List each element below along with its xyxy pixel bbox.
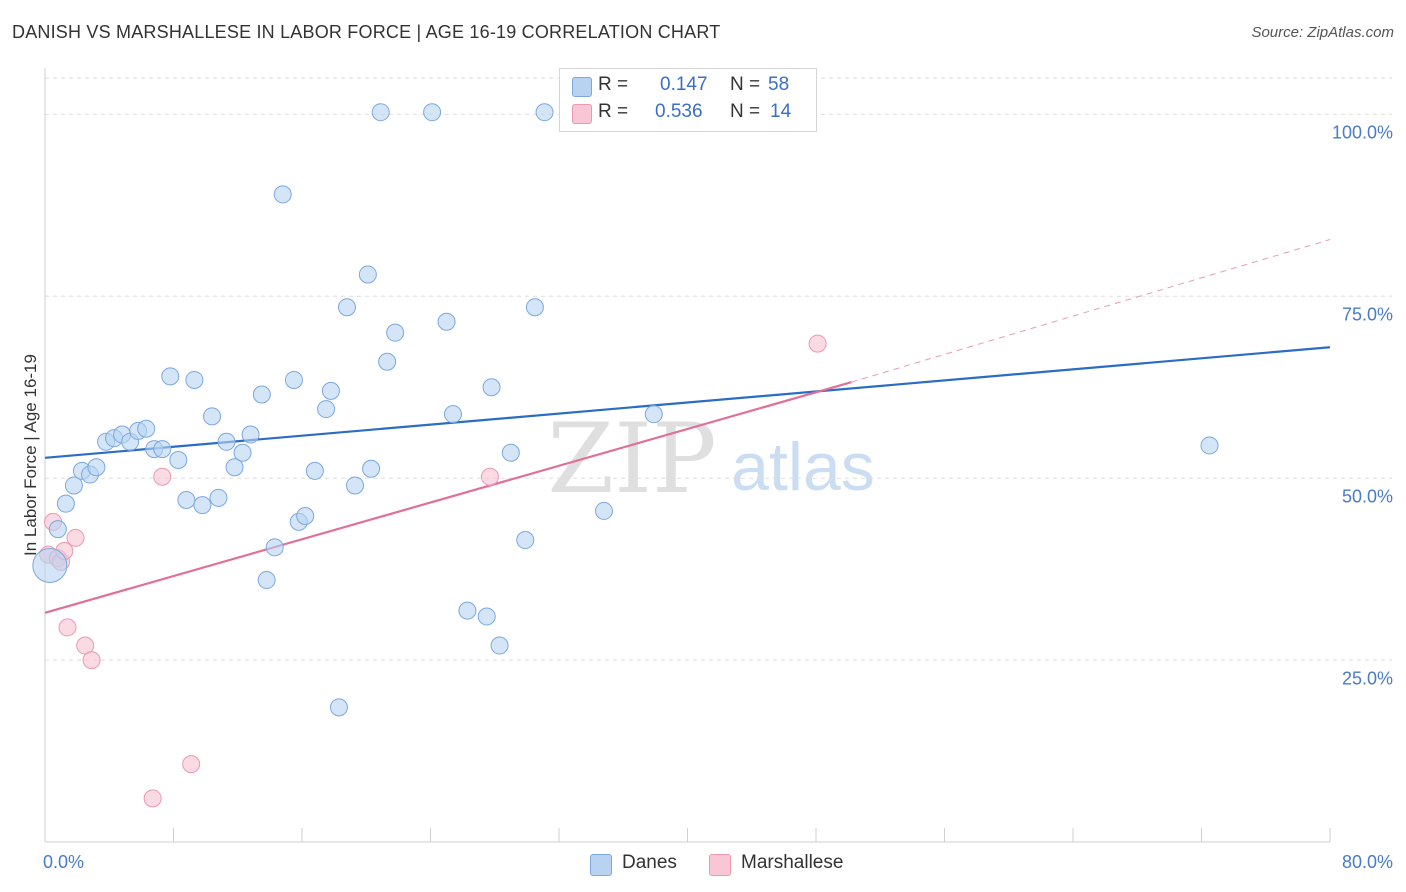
marshallese-point (143, 789, 162, 808)
danes-point (482, 378, 501, 397)
y-tick-label: 75.0% (1341, 304, 1393, 325)
danes-point (305, 461, 324, 480)
danes-point (217, 432, 236, 451)
danes-point (177, 491, 196, 510)
marshallese-point (808, 334, 827, 353)
legend: R = 0.147 N = 58 R = 0.536 N = 14 (559, 68, 817, 132)
danes-point (209, 488, 228, 507)
bottom-legend-danes: Danes (590, 852, 677, 876)
marshallese-trend-extension (851, 239, 1331, 383)
legend-r-label: R = (598, 74, 629, 95)
danes-point (169, 451, 188, 469)
legend-n-label: N = (730, 74, 761, 95)
danes-point (317, 400, 336, 419)
legend-n-value: 58 (768, 74, 790, 95)
marshallese-point (66, 528, 85, 547)
danes-point (273, 185, 292, 204)
legend-r-label: R = (598, 101, 629, 122)
chart-title: DANISH VS MARSHALLESE IN LABOR FORCE | A… (12, 22, 721, 42)
danes-trend-line (44, 346, 1331, 459)
danes-point (193, 496, 212, 515)
x-tick-label: 0.0% (43, 852, 85, 872)
bottom-legend-swatch-danes (590, 854, 612, 876)
bottom-legend-swatch-marshallese (709, 854, 731, 876)
danes-point (203, 407, 222, 426)
marshallese-trend-line (44, 381, 852, 614)
danes-point (87, 458, 106, 477)
danes-point (525, 298, 544, 317)
danes-point (535, 103, 554, 122)
danes-point (443, 405, 462, 424)
danes-point (257, 571, 276, 590)
danes-point (284, 370, 303, 389)
danes-point (56, 494, 75, 513)
legend-n-value: 14 (770, 101, 792, 122)
danes-point (64, 476, 83, 495)
y-tick-label: 25.0% (1341, 668, 1393, 689)
danes-point (371, 103, 390, 122)
danes-point (516, 531, 535, 550)
bottom-legend-marshallese: Marshallese (709, 852, 844, 876)
danes-point (458, 601, 477, 620)
bottom-legend-label: Danes (622, 852, 677, 873)
danes-point (362, 459, 381, 478)
y-tick-label: 50.0% (1341, 486, 1393, 507)
danes-point (490, 636, 509, 655)
x-tick-label: 80.0% (1341, 852, 1393, 872)
danes-point (32, 548, 68, 584)
marshallese-point (480, 467, 499, 486)
danes-point (265, 538, 284, 557)
danes-point (48, 520, 67, 539)
danes-point (346, 476, 365, 495)
danes-point (358, 265, 377, 284)
marshallese-point (82, 651, 101, 670)
legend-r-value: 0.536 (655, 101, 703, 122)
danes-point (225, 458, 244, 477)
watermark-atlas: atlas (731, 429, 875, 505)
danes-point (337, 298, 356, 317)
danes-point (296, 507, 315, 526)
y-tick-label: 100.0% (1331, 122, 1393, 143)
legend-swatch-marshallese (572, 104, 592, 124)
danes-point (241, 425, 260, 444)
danes-point (386, 323, 405, 342)
bottom-legend-label: Marshallese (741, 852, 844, 873)
danes-point (437, 312, 456, 331)
danes-point (252, 385, 271, 404)
danes-point (423, 103, 442, 122)
danes-point (1200, 436, 1219, 455)
legend-r-value: 0.147 (660, 74, 708, 95)
danes-point (185, 370, 204, 389)
danes-point (378, 352, 397, 371)
danes-point (329, 698, 348, 717)
legend-n-label: N = (730, 101, 761, 122)
danes-point (477, 607, 496, 626)
marshallese-point (182, 755, 201, 774)
danes-point (233, 443, 252, 462)
danes-point (501, 443, 520, 462)
legend-swatch-danes (572, 77, 592, 97)
chart-source: Source: ZipAtlas.com (1251, 24, 1394, 41)
danes-point (153, 440, 172, 459)
watermark-zip: ZIP (547, 403, 716, 515)
marshallese-point (58, 618, 77, 637)
danes-point (161, 367, 180, 386)
danes-point (321, 381, 340, 400)
danes-point (644, 405, 663, 424)
danes-point (594, 501, 613, 520)
danes-point (137, 419, 156, 438)
bottom-legend: Danes Marshallese (0, 852, 1406, 878)
marshallese-point (153, 467, 172, 486)
